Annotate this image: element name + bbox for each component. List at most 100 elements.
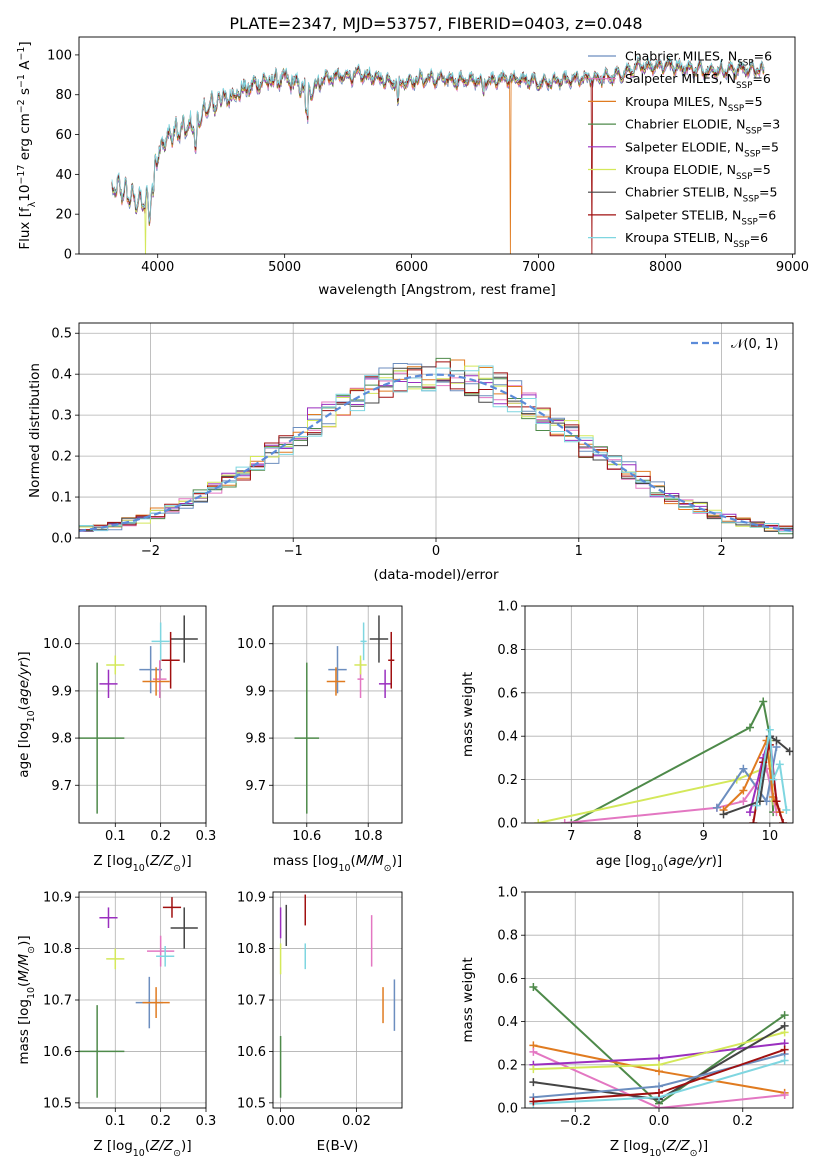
- legend-label-salpeter_elodie: Salpeter ELODIE, NSSP=5: [625, 139, 779, 159]
- y-tick-label: 10.8: [237, 942, 266, 957]
- y-axis-label: mass weight: [460, 957, 476, 1042]
- y-tick-label: 20: [55, 208, 72, 223]
- weight-marker-kroupa_elodie: [655, 1060, 663, 1069]
- gaussian-curve: [78, 373, 794, 532]
- weight-marker-salpeter_stelib: [772, 797, 781, 806]
- y-tick-label: 10.5: [237, 1096, 266, 1111]
- axes-frame: [78, 605, 207, 824]
- x-tick-label: 0.3: [196, 1114, 217, 1129]
- y-tick-label: 0.8: [497, 643, 518, 658]
- legend-label-gaussian: 𝒩(0, 1): [731, 337, 778, 352]
- legend-label-salpeter_stelib: Salpeter STELIB, NSSP=6: [625, 207, 776, 227]
- plot-z_age: 0.1 0.2 0.3 9.7 9.8 9.9 10.0 Z [log10(Z/Z⊙)] age…: [16, 605, 217, 874]
- weight-marker-chabrier_elodie: [759, 697, 768, 706]
- weight-marker-salpeter_miles: [655, 1104, 663, 1108]
- weight-marker-kroupa_elodie: [534, 819, 543, 823]
- y-tick-label: 0.8: [497, 929, 518, 944]
- axes-frame: [78, 36, 796, 255]
- x-axis-label: mass [log10(M/M⊙)]: [273, 853, 402, 874]
- y-tick-label: 9.8: [51, 732, 72, 747]
- x-tick-label: 0.3: [196, 829, 217, 844]
- plot-weights_age: 7 8 9 10 0.0 0.2 0.4 0.6 0.8 1.0 age [log10(age/yr…: [460, 600, 794, 874]
- y-tick-label: 0.6: [497, 686, 518, 701]
- x-tick-label: 10.8: [354, 829, 383, 844]
- weight-marker-chabrier_miles: [712, 803, 721, 812]
- plot-residuals: −2 −1 0 1 2 0.0 0.1 0.2 0.3 0.4 0.5 𝒩(0, 1) (data-mo…: [27, 322, 794, 583]
- y-tick-label: 9.8: [245, 732, 266, 747]
- y-tick-label: 100: [47, 48, 72, 63]
- weight-marker-salpeter_stelib: [779, 819, 788, 823]
- legend-label-kroupa_elodie: Kroupa ELODIE, NSSP=5: [625, 162, 771, 182]
- y-tick-label: 0.1: [51, 491, 72, 506]
- x-tick-label: 10: [762, 829, 779, 844]
- weight-marker-kroupa_elodie: [529, 1065, 538, 1074]
- x-tick-label: 5000: [268, 260, 301, 275]
- y-tick-label: 10.6: [237, 1045, 266, 1060]
- figure-title: PLATE=2347, MJD=53757, FIBERID=0403, z=0…: [229, 14, 642, 33]
- weight-marker-salpeter_miles: [560, 819, 569, 823]
- y-tick-label: 10.7: [43, 994, 72, 1009]
- y-tick-label: 10.9: [237, 891, 266, 906]
- x-tick-label: 0.02: [342, 1114, 371, 1129]
- plot-z_mass: 0.1 0.2 0.3 10.5 10.6 10.7 10.8 10.9 Z [log10(Z/…: [16, 891, 216, 1159]
- x-tick-label: 8000: [649, 260, 682, 275]
- x-tick-label: 0.2: [150, 829, 171, 844]
- weight-marker-chabrier_elodie: [529, 983, 538, 992]
- y-tick-label: 10.0: [43, 637, 72, 652]
- y-tick-label: 60: [55, 128, 72, 143]
- axes-frame: [524, 605, 794, 824]
- weight-marker-kroupa_stelib: [765, 725, 774, 734]
- x-tick-label: −0.2: [559, 1114, 591, 1129]
- weight-marker-salpeter_stelib: [780, 1045, 789, 1054]
- y-tick-label: 10.5: [43, 1096, 72, 1111]
- y-tick-label: 10.6: [43, 1045, 72, 1060]
- weight-marker-salpeter_miles: [780, 1091, 789, 1100]
- weight-marker-kroupa_stelib: [782, 805, 791, 814]
- legend-label-chabrier_elodie: Chabrier ELODIE, NSSP=3: [625, 117, 780, 137]
- weight-marker-chabrier_elodie: [567, 819, 576, 823]
- x-tick-label: 10.6: [292, 829, 321, 844]
- y-tick-label: 0: [64, 248, 72, 263]
- y-tick-label: 10.7: [237, 994, 266, 1009]
- weight-marker-salpeter_elodie: [745, 808, 754, 817]
- weight-marker-kroupa_stelib: [752, 801, 761, 810]
- y-tick-label: 10.9: [43, 891, 72, 906]
- x-tick-label: 0.00: [266, 1114, 295, 1129]
- weight-marker-kroupa_miles: [739, 786, 748, 795]
- y-tick-label: 9.9: [245, 684, 266, 699]
- x-tick-label: 1: [575, 544, 583, 559]
- x-tick-label: 2: [717, 544, 725, 559]
- weight-line-chabrier_miles: [716, 746, 778, 809]
- y-axis-label: mass [log10(M/M⊙)]: [16, 935, 37, 1064]
- plot-ebv_mass: 0.00 0.02 10.5 10.6 10.7 10.8 10.9 E(B-V): [237, 891, 403, 1154]
- y-tick-label: 10.0: [237, 637, 266, 652]
- y-tick-label: 0.5: [51, 327, 72, 342]
- x-tick-label: 9: [700, 829, 708, 844]
- x-tick-label: 7000: [522, 260, 555, 275]
- axes-frame: [524, 891, 794, 1109]
- weight-marker-kroupa_stelib: [780, 1056, 789, 1065]
- y-tick-label: 9.9: [51, 684, 72, 699]
- x-axis-label: Z [log10(Z/Z⊙)]: [610, 1138, 708, 1159]
- plot-spectrum: 4000 5000 6000 7000 8000 9000 0 20 40 60 80 100 Chab…: [16, 36, 809, 298]
- y-tick-label: 0.4: [51, 368, 72, 383]
- plot-mass_age: 10.6 10.8 9.7 9.8 9.9 10.0 mass [log10(M/M⊙)]: [237, 605, 403, 874]
- y-tick-label: 0.2: [51, 450, 72, 465]
- x-axis-label: (data-model)/error: [373, 567, 499, 583]
- y-axis-label: Flux [fλ10−17 erg cm−2 s−1 A−1]: [16, 41, 38, 249]
- x-tick-label: 7: [567, 829, 575, 844]
- weight-marker-chabrier_miles: [739, 764, 748, 773]
- y-tick-label: 1.0: [497, 600, 518, 615]
- x-tick-label: 0.2: [150, 1114, 171, 1129]
- weight-marker-salpeter_stelib: [749, 819, 758, 823]
- y-tick-label: 0.0: [51, 532, 72, 547]
- weight-marker-salpeter_stelib: [655, 1088, 663, 1097]
- weight-marker-kroupa_stelib: [775, 760, 784, 769]
- y-tick-label: 0.3: [51, 409, 72, 424]
- x-tick-label: 0: [432, 544, 440, 559]
- x-tick-label: 0.1: [105, 1114, 126, 1129]
- hist-kroupa_stelib: [79, 365, 793, 533]
